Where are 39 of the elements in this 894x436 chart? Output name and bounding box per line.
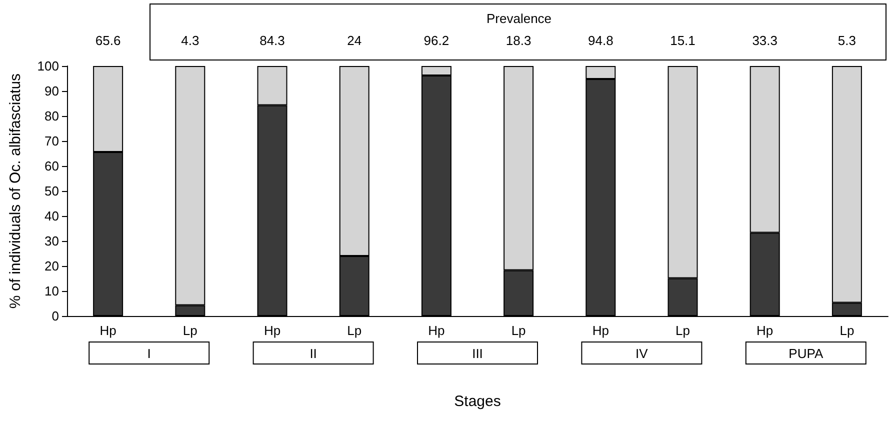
x-tick-label: Hp (428, 323, 445, 338)
data-label: 96.2 (424, 33, 450, 48)
y-tick-label: 70 (44, 134, 59, 148)
x-tick-label: Hp (592, 323, 609, 338)
y-axis-title: % of individuals of Oc. albifasciatus (7, 73, 24, 309)
data-label: 33.3 (752, 33, 778, 48)
text: IV (636, 346, 648, 361)
chart-subtitle: Prevalence (486, 11, 552, 26)
data-label: 4.3 (181, 33, 200, 48)
y-tick-label: 100 (37, 58, 59, 74)
data-label: 65.6 (95, 33, 121, 48)
x-tick-label: Lp (511, 323, 526, 338)
y-tick-label: 20 (44, 258, 59, 274)
x-tick-label: Lp (347, 323, 362, 338)
data-label: 94.8 (588, 33, 614, 48)
y-tick-label: 90 (44, 84, 59, 98)
x-tick-label: Hp (756, 323, 774, 338)
y-tick-label: 10 (44, 284, 59, 298)
y-tick-label: 50 (44, 184, 59, 198)
y-tick-label: 30 (44, 234, 59, 248)
x-tick-label: Lp (182, 323, 198, 338)
data-label: 5.3 (838, 33, 856, 48)
text: PUPA (788, 346, 824, 361)
data-label: 18.3 (506, 33, 532, 48)
y-tick-label: 80 (44, 108, 59, 124)
x-tick-label: Hp (100, 323, 116, 338)
y-tick-label: 60 (44, 158, 59, 174)
x-tick-label: Lp (676, 323, 690, 338)
x-tick-label: Lp (840, 323, 854, 338)
x-axis-title: Stages (454, 393, 501, 410)
data-label: 15.1 (670, 33, 696, 48)
text: III (472, 346, 483, 361)
data-label: 24 (347, 33, 362, 48)
text: I (147, 346, 151, 361)
y-tick-label: 40 (44, 208, 59, 224)
data-label: 84.3 (260, 33, 285, 48)
y-tick-label: 0 (52, 308, 59, 324)
x-tick-label: Hp (264, 323, 281, 338)
text: II (310, 346, 317, 361)
